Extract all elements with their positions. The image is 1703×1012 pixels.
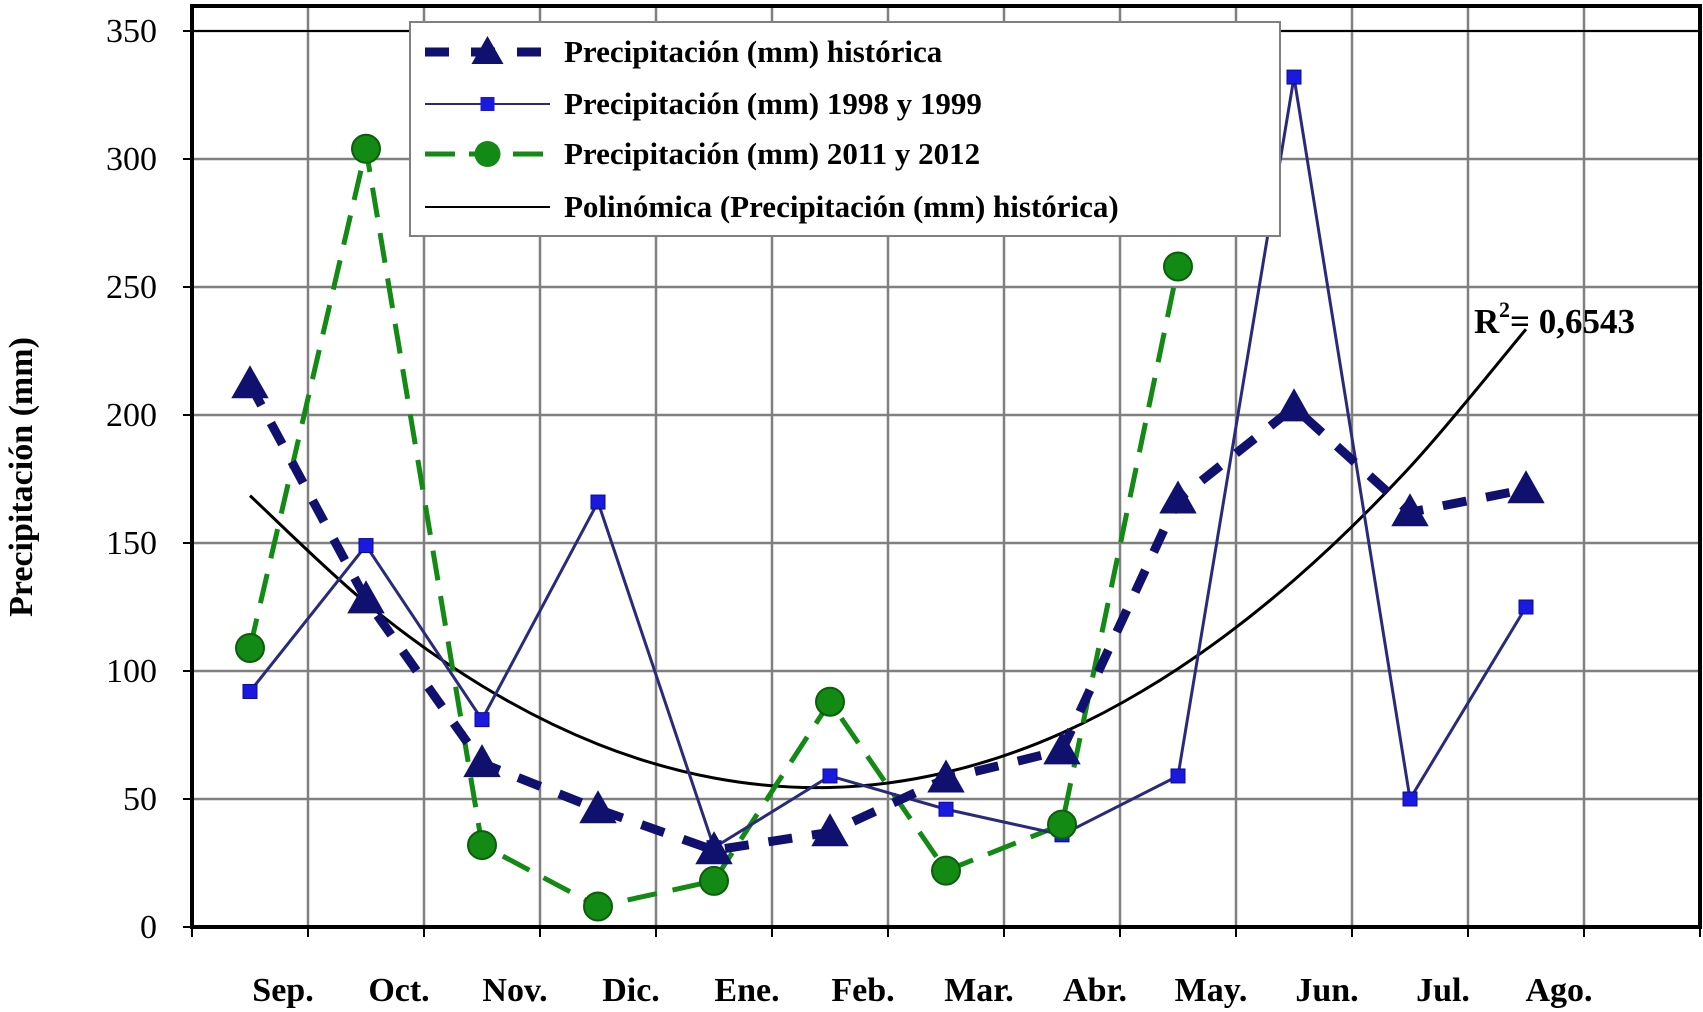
- x-tick-label: Feb.: [831, 972, 894, 1009]
- x-tick-label: Ago.: [1525, 972, 1592, 1009]
- y-tick-label: 250: [106, 269, 157, 306]
- x-tick-label: Jul.: [1416, 972, 1470, 1009]
- marker-historica: [231, 365, 269, 399]
- series-line-1998-1999: [248, 76, 1528, 850]
- marker-historica: [579, 790, 617, 824]
- x-tick-label: May.: [1175, 972, 1248, 1009]
- marker-2011-2012: [1163, 251, 1193, 282]
- marker-1998-1999: [358, 538, 374, 554]
- x-tick-label: Dic.: [602, 972, 660, 1009]
- marker-1998-1999: [1286, 69, 1302, 85]
- marker-1998-1999: [474, 712, 490, 728]
- y-tick-label: 0: [140, 909, 157, 946]
- r-squared-label: R: [1474, 302, 1500, 341]
- marker-historica: [463, 744, 501, 778]
- marker-1998-1999: [1402, 791, 1418, 807]
- x-axis-ticks: Sep. Oct. Nov. Dic. Ene. Feb. Mar. Abr. May. Jun.…: [191, 927, 1701, 1009]
- legend-box: [409, 21, 1281, 237]
- marker-historica: [1159, 480, 1197, 514]
- marker-2011-2012: [467, 830, 497, 861]
- y-tick-label: 150: [106, 525, 157, 562]
- x-tick-label: Nov.: [482, 972, 547, 1009]
- legend-label: Precipitación (mm) 1998 y 1999: [564, 86, 982, 121]
- series-line-historica: [246, 382, 1527, 855]
- marker-1998-1999: [938, 801, 954, 817]
- legend-label: Precipitación (mm) 2011 y 2012: [564, 136, 980, 171]
- marker-2011-2012: [1047, 809, 1077, 840]
- y-axis-ticks: 0 50 100 150 200 250 300 350: [106, 13, 192, 946]
- x-tick-label: Oct.: [368, 972, 429, 1009]
- legend-marker-1998-1999: [480, 97, 495, 111]
- x-tick-label: Ene.: [714, 972, 779, 1009]
- marker-historica: [1391, 493, 1429, 527]
- legend-marker-2011-2012: [474, 141, 501, 167]
- series-line-2011-2012: [247, 148, 1181, 910]
- series-layer: [231, 69, 1545, 922]
- marker-2011-2012: [583, 891, 613, 922]
- marker-1998-1999: [1170, 768, 1186, 784]
- marker-historica: [695, 831, 733, 865]
- marker-historica: [811, 813, 849, 847]
- x-tick-label: Mar.: [944, 972, 1014, 1009]
- r-squared-superscript: 2: [1499, 297, 1510, 322]
- plot-frame: [190, 4, 1702, 929]
- marker-2011-2012: [931, 855, 961, 886]
- legend: Precipitación (mm) histórica Precipitació…: [409, 21, 1281, 237]
- x-tick-label: Sep.: [252, 972, 313, 1009]
- x-tick-label: Abr.: [1063, 972, 1127, 1009]
- marker-historica: [1043, 731, 1081, 765]
- y-axis-title: Precipitación (mm): [3, 337, 40, 617]
- legend-label: Precipitación (mm) histórica: [564, 34, 943, 69]
- marker-2011-2012: [351, 133, 381, 164]
- y-tick-label: 50: [123, 781, 157, 818]
- marker-historica: [1275, 388, 1313, 422]
- y-tick-label: 350: [106, 13, 157, 50]
- y-tick-label: 200: [106, 397, 157, 434]
- marker-1998-1999: [822, 768, 838, 784]
- marker-2011-2012: [235, 632, 265, 663]
- marker-1998-1999: [1518, 599, 1534, 615]
- x-tick-label: Jun.: [1295, 972, 1358, 1009]
- trendline-polinomica: [248, 328, 1528, 790]
- marker-historica: [1507, 470, 1545, 504]
- marker-2011-2012: [699, 865, 729, 896]
- marker-historica: [927, 759, 965, 793]
- plot-border: [190, 4, 1702, 929]
- marker-historica: [347, 580, 385, 614]
- legend-label: Polinómica (Precipitación (mm) histórica…: [564, 189, 1119, 224]
- marker-1998-1999: [242, 683, 258, 699]
- y-tick-label: 100: [106, 653, 157, 690]
- y-tick-label: 300: [106, 141, 157, 178]
- r-squared-value: = 0,6543: [1510, 302, 1635, 341]
- marker-2011-2012: [815, 686, 845, 717]
- legend-marker-historica: [471, 36, 504, 64]
- marker-1998-1999: [590, 494, 606, 510]
